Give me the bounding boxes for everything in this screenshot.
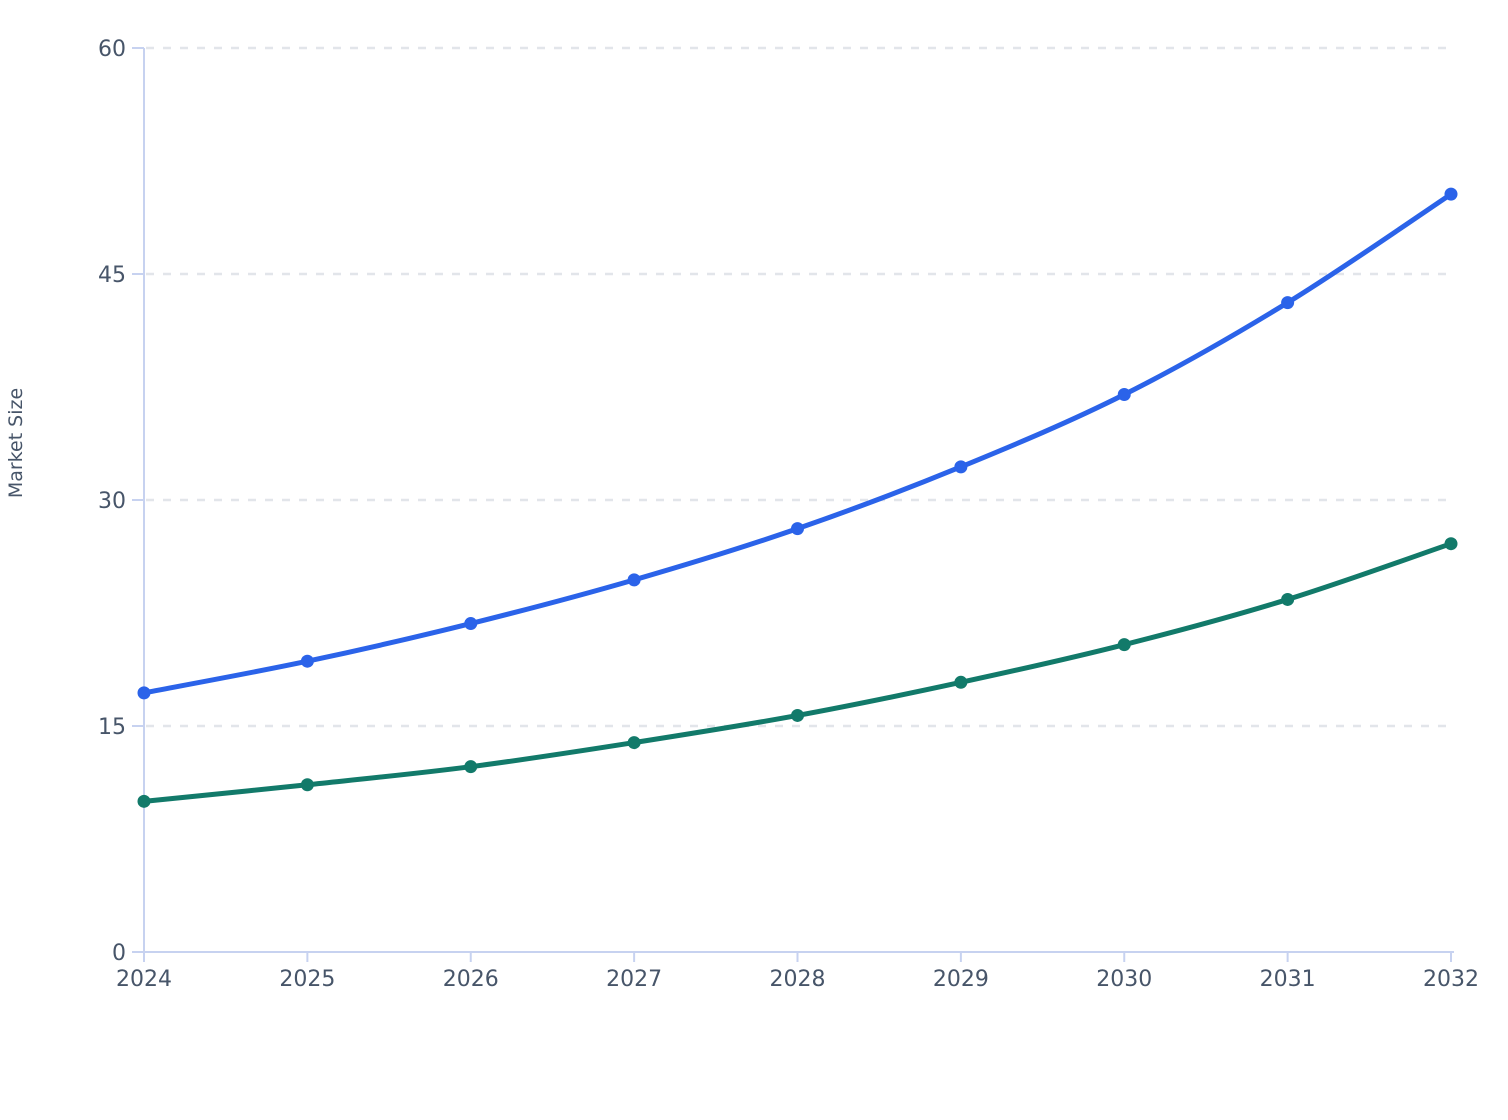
- series-2-point-2032: [1444, 537, 1458, 551]
- series-2-point-2025: [300, 778, 314, 792]
- series-2-point-2029: [954, 675, 968, 689]
- series-1-point-2028: [791, 522, 804, 536]
- data-series: [137, 187, 1458, 808]
- x-tick-label-2024: 2024: [116, 967, 172, 992]
- series-1-point-2029: [954, 460, 968, 474]
- x-tick-label-2032: 2032: [1423, 967, 1479, 992]
- series-2-line: [141, 541, 1454, 804]
- series-1-point-2030: [1117, 388, 1131, 402]
- y-tick-label-15: 15: [98, 715, 126, 740]
- x-tick-label-2026: 2026: [443, 967, 499, 992]
- series-2-point-2026: [464, 760, 478, 774]
- series-1-point-2031: [1281, 296, 1295, 310]
- x-tick-label-2031: 2031: [1260, 967, 1316, 992]
- x-tick-label-2025: 2025: [279, 967, 335, 992]
- series-2-point-2030: [1117, 638, 1131, 652]
- y-tick-labels: 0 15 30 45 60: [98, 37, 126, 966]
- series-1-point-2027: [627, 573, 641, 587]
- series-2-point-2024: [137, 794, 151, 808]
- x-tick-label-2028: 2028: [770, 967, 826, 992]
- series-2-point-2027: [627, 736, 641, 750]
- series-1-point-2026: [464, 617, 478, 631]
- y-tick-label-30: 30: [98, 489, 126, 514]
- x-tick-label-2027: 2027: [606, 967, 662, 992]
- x-tick-label-2029: 2029: [933, 967, 989, 992]
- x-tick-labels: 2024 2025 2026 2027 2028 2029 2030 2031 2032: [116, 967, 1479, 992]
- y-tick-label-60: 60: [98, 37, 126, 62]
- series-1-point-2024: [137, 686, 151, 700]
- series-1-point-2025: [300, 654, 314, 668]
- y-tick-label-45: 45: [98, 263, 126, 288]
- series-1-line: [141, 191, 1454, 696]
- axes: [132, 47, 1454, 962]
- series-2-point-2031: [1281, 592, 1295, 606]
- y-tick-label-0: 0: [112, 941, 126, 966]
- y-axis-title: Market Size: [5, 388, 27, 498]
- series-2-point-2028: [791, 708, 804, 722]
- series-1-point-2032: [1444, 187, 1458, 201]
- x-tick-label-2030: 2030: [1096, 967, 1152, 992]
- gridlines: [146, 46, 1450, 728]
